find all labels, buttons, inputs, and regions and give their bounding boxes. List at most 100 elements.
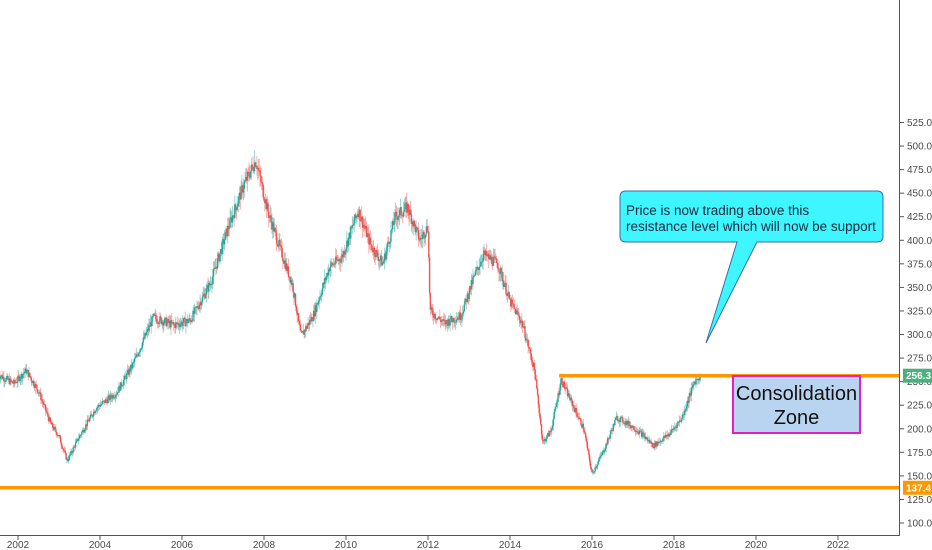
- candle: [116, 387, 119, 396]
- candle: [314, 302, 316, 324]
- candle: [443, 312, 445, 327]
- candle: [521, 319, 524, 334]
- candle: [694, 377, 696, 386]
- candle: [548, 430, 551, 437]
- candle: [620, 415, 622, 423]
- candle: [512, 297, 514, 311]
- candle: [643, 430, 645, 440]
- candle: [360, 219, 362, 222]
- candle: [80, 433, 82, 438]
- candle: [219, 253, 221, 265]
- candle: [29, 372, 31, 379]
- candle: [480, 254, 482, 267]
- candle: [169, 315, 171, 330]
- candle: [112, 392, 115, 401]
- candle: [165, 314, 167, 328]
- candle: [428, 254, 431, 297]
- candle: [327, 264, 330, 283]
- candle: [432, 307, 435, 325]
- candle: [210, 277, 212, 289]
- candle: [518, 312, 521, 327]
- candle: [125, 374, 127, 383]
- candle: [114, 391, 116, 402]
- candle: [174, 322, 176, 333]
- candle: [535, 374, 537, 381]
- candle: [46, 407, 48, 416]
- candle: [515, 306, 518, 316]
- candle: [555, 399, 558, 408]
- y-tick-label: 175.0: [907, 448, 932, 459]
- candle: [572, 401, 574, 411]
- candle: [38, 390, 40, 397]
- candle: [339, 255, 342, 272]
- candle: [677, 421, 679, 426]
- candle: [496, 258, 499, 273]
- candle: [47, 408, 49, 421]
- y-tick-label: 400.0: [907, 236, 932, 247]
- candle: [100, 401, 103, 406]
- candle: [646, 437, 648, 444]
- y-tick-label: 500.0: [907, 142, 932, 153]
- candle: [663, 432, 665, 442]
- candle: [640, 428, 643, 439]
- candle: [9, 375, 11, 386]
- candle: [342, 249, 345, 263]
- candle: [516, 303, 518, 314]
- candle: [3, 370, 5, 388]
- candle: [647, 435, 649, 443]
- candle: [211, 281, 213, 293]
- candle: [31, 380, 33, 384]
- candle: [539, 408, 541, 423]
- candle: [623, 423, 626, 426]
- candle: [674, 422, 676, 432]
- candle: [551, 426, 553, 435]
- y-tick-label: 300.0: [907, 330, 932, 341]
- candle: [268, 215, 271, 223]
- candle: [137, 352, 139, 358]
- candle: [632, 424, 634, 429]
- candle: [349, 226, 351, 245]
- candle: [448, 315, 450, 328]
- candle: [528, 340, 530, 352]
- candle: [294, 293, 297, 308]
- price-badges: 256.3 137.4: [903, 368, 932, 495]
- candle: [494, 248, 496, 263]
- candle: [130, 359, 133, 375]
- candle: [197, 300, 200, 311]
- candle: [423, 229, 425, 247]
- candle: [159, 311, 161, 328]
- candle: [616, 413, 618, 422]
- candle: [273, 218, 275, 233]
- candle: [147, 323, 149, 336]
- candle: [40, 394, 43, 404]
- candle: [220, 242, 223, 256]
- candle: [209, 276, 212, 291]
- candle: [92, 408, 95, 422]
- candle: [630, 425, 633, 431]
- candle: [111, 393, 114, 403]
- candle: [108, 393, 111, 403]
- candle: [98, 403, 100, 411]
- candle: [122, 375, 125, 390]
- candle: [216, 252, 219, 271]
- candle: [678, 420, 680, 427]
- candle: [458, 311, 460, 321]
- candle: [365, 216, 367, 233]
- candle: [44, 404, 47, 416]
- candle: [72, 445, 74, 455]
- candle: [562, 380, 565, 389]
- candle: [104, 397, 107, 404]
- candle: [136, 351, 138, 358]
- candle: [262, 183, 264, 200]
- candle: [55, 424, 57, 435]
- candle: [312, 317, 314, 328]
- candle: [686, 396, 689, 412]
- candle: [483, 244, 485, 262]
- candle: [126, 364, 129, 375]
- candle: [388, 241, 391, 253]
- candle: [54, 425, 56, 431]
- candle: [284, 252, 286, 273]
- candle: [545, 436, 547, 444]
- candle: [514, 308, 517, 315]
- candle: [266, 195, 268, 210]
